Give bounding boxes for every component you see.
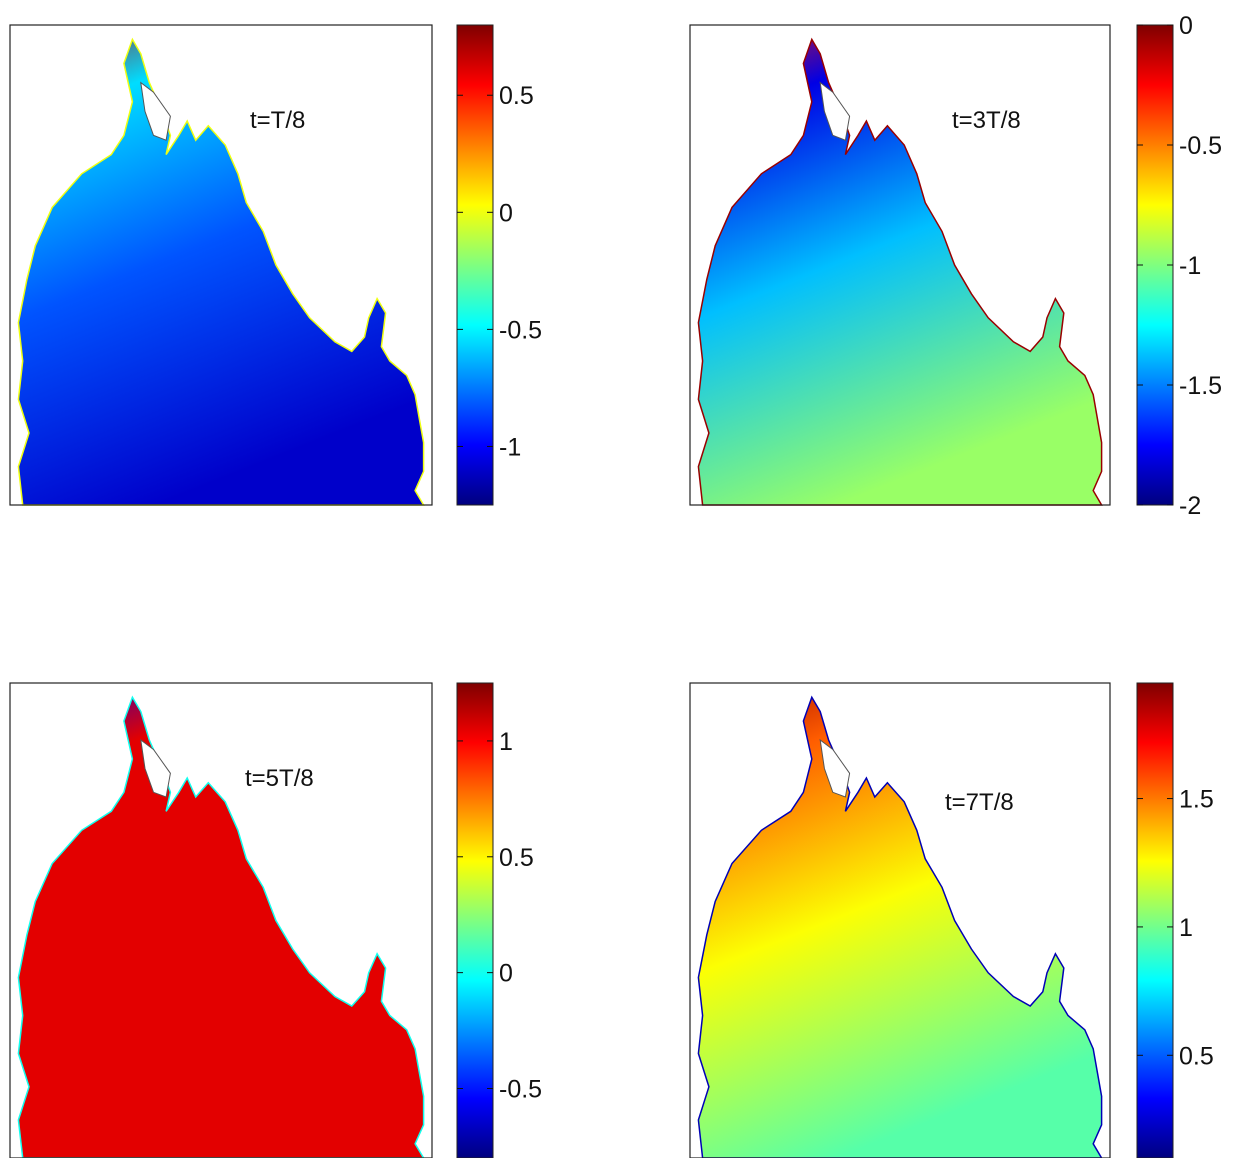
axes-frame [689,682,1111,1158]
axes-frame [9,682,433,1158]
coastline [697,37,1103,506]
panel-3: t=5T/8 1 0.5 0 -0.5 [9,682,542,1158]
colorbar-tick-label: 0.5 [1179,1042,1214,1070]
colorbar-tick-label: 1 [1179,914,1193,942]
colorbar-tick-label: 0 [1179,12,1193,40]
estuary-island [819,81,851,141]
colorbar [456,24,494,506]
field-surface [698,39,1102,505]
colorbar-tick-label: -1 [499,433,521,461]
colorbar-tick-label: 0 [499,199,513,227]
estuary-island [140,81,171,141]
coastline [17,37,425,506]
coastline [17,695,425,1158]
time-annotation: t=5T/8 [245,765,314,792]
field-surface [698,697,1102,1158]
colorbar [1136,682,1174,1158]
colorbar-tick-label: -1.5 [1179,372,1222,400]
colorbar-tick-label: 1 [499,728,513,756]
colorbar-tick-label: -2 [1179,492,1201,520]
colorbar-tick-label: 0.5 [499,844,534,872]
axes-frame [689,24,1111,506]
colorbar-tick-label: -1 [1179,252,1201,280]
colorbar-tick-label: 1.5 [1179,786,1214,814]
colorbar-tick-label: 0.5 [499,82,534,110]
axes-frame [9,24,433,506]
colorbar-tick-label: -0.5 [1179,132,1222,160]
panel-2: t=3T/8 0 -0.5 -1 -1.5 -2 [689,12,1222,520]
colorbar [456,682,494,1158]
time-annotation: t=3T/8 [952,107,1021,134]
time-annotation: t=7T/8 [945,789,1014,816]
panel-1: t=T/8 0.5 0 -0.5 -1 [9,24,542,506]
coastline [697,695,1103,1158]
field-surface [18,697,424,1158]
field-surface [18,39,424,505]
estuary-island [140,738,171,798]
estuary-island [819,738,851,798]
colorbar-tick-label: -0.5 [499,316,542,344]
panel-4: t=7T/8 1.5 1 0.5 [689,682,1214,1158]
time-annotation: t=T/8 [250,107,305,134]
colorbar-tick-label: -0.5 [499,1075,542,1103]
colorbar-tick-label: 0 [499,960,513,988]
